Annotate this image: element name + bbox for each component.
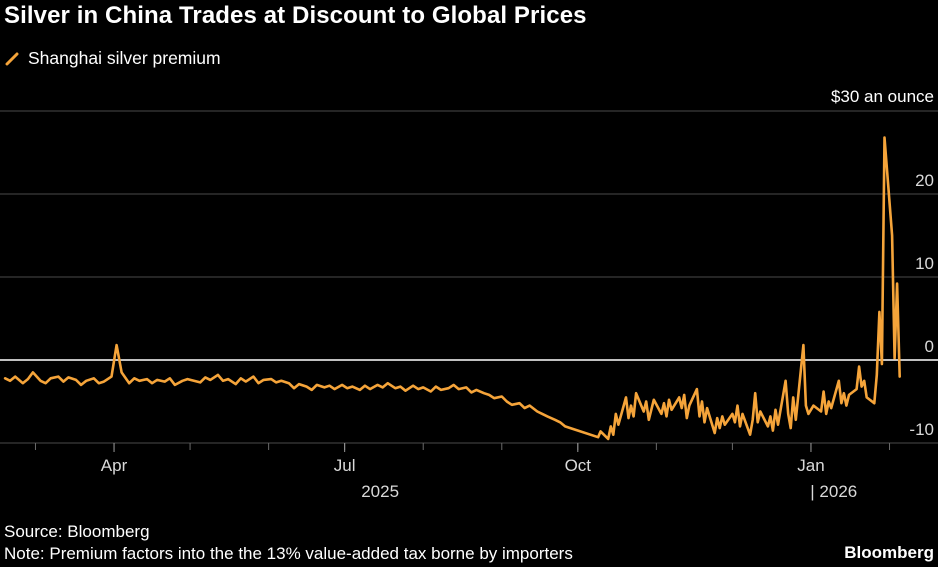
x-year-label: | 2026 xyxy=(810,482,857,501)
legend: Shanghai silver premium xyxy=(5,48,221,69)
legend-line-icon xyxy=(5,52,19,65)
legend-label: Shanghai silver premium xyxy=(28,48,221,68)
y-tick-label: -10 xyxy=(909,420,934,439)
note-text: Note: Premium factors into the the 13% v… xyxy=(4,544,573,563)
y-tick-label: 10 xyxy=(915,254,934,273)
chart-title: Silver in China Trades at Discount to Gl… xyxy=(4,2,587,29)
y-axis: $30 an ounce 20 10 0 -10 xyxy=(831,87,934,439)
brand-logo: Bloomberg xyxy=(844,543,934,562)
x-axis: Apr Jul Oct Jan 2025 | 2026 xyxy=(34,443,891,501)
y-tick-label: 0 xyxy=(925,337,934,356)
y-tick-label: 20 xyxy=(915,171,934,190)
series-layer xyxy=(3,136,901,441)
x-tick-label: Jul xyxy=(334,456,356,475)
x-tick-label: Oct xyxy=(565,456,592,475)
x-year-label: 2025 xyxy=(361,482,399,501)
x-tick-label: Jan xyxy=(797,456,824,475)
x-tick-label: Apr xyxy=(101,456,128,475)
grid-lines xyxy=(0,110,938,444)
series-line-shanghai-silver-premium xyxy=(3,136,901,441)
source-text: Source: Bloomberg xyxy=(4,522,150,541)
y-unit-label: $30 an ounce xyxy=(831,87,934,106)
chart-plot: $30 an ounce 20 10 0 -10 Apr Jul Oct Jan 2025 | 2… xyxy=(0,87,938,501)
